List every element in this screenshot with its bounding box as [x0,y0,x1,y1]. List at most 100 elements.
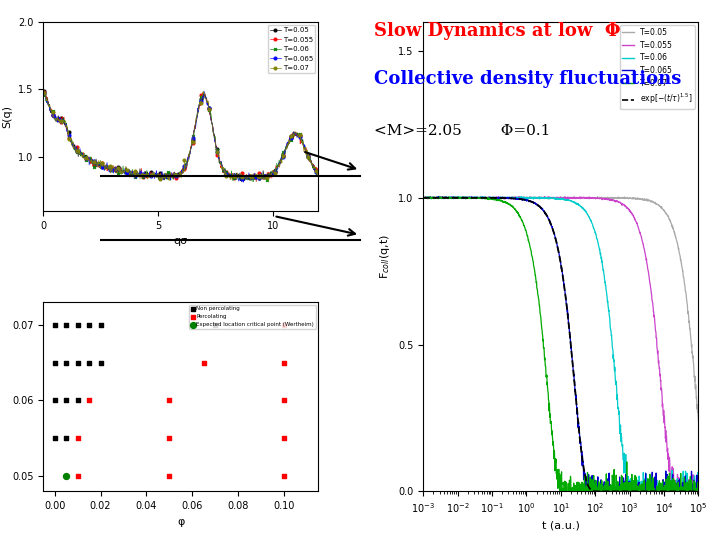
$\exp[-(t/\tau)^{1.5}]$ [608,488,616,495]
T=0.06 [164,173,173,180]
$\exp[-(t/\tau)^{1.5}]$ [419,194,428,201]
Legend: T=0.05, T=0.055, T=0.06, T=0.065, T=0.07: T=0.05, T=0.055, T=0.06, T=0.065, T=0.07 [268,25,315,73]
T=0.07 [419,194,428,200]
$\exp[-(t/\tau)^{1.5}]$ [447,194,456,201]
$\exp[-(t/\tau)^{1.5}]$ [639,488,647,495]
Non percolating [49,358,60,367]
T=0.05 [202,94,210,100]
Non percolating [95,358,107,367]
T=0.07 [639,510,648,516]
T=0.07 [223,172,232,178]
T=0.07 [40,89,49,96]
Line: T=0.065: T=0.065 [43,90,320,184]
Line: T=0.06: T=0.06 [423,197,698,510]
Non percolating [60,434,72,443]
T=0.06 [465,195,474,202]
Percolating [163,472,175,481]
Line: $\exp[-(t/\tau)^{1.5}]$: $\exp[-(t/\tau)^{1.5}]$ [423,198,698,491]
Line: T=0.05: T=0.05 [423,197,698,421]
T=0.065 [649,509,658,515]
Legend: Non percolating, Percolating, Expected location critical point (Wertheim): Non percolating, Percolating, Expected l… [189,305,315,329]
T=0.05 [247,175,256,181]
T=0.055 [539,194,547,201]
Text: Slow Dynamics at low  Φ: Slow Dynamics at low Φ [374,22,621,39]
T=0.05 [40,88,49,94]
T=0.065 [239,179,248,185]
T=0.065 [465,194,474,201]
T=0.05 [110,167,119,173]
T=0.05 [89,157,97,163]
T=0.065 [419,194,428,201]
T=0.06 [694,483,703,489]
Line: T=0.065: T=0.065 [423,197,698,512]
Non percolating [95,320,107,329]
T=0.055 [314,170,323,177]
Non percolating [60,396,72,405]
T=0.06 [248,178,257,185]
T=0.07 [110,166,119,173]
T=0.055 [456,195,464,201]
Percolating [279,434,290,443]
T=0.065 [539,206,547,212]
T=0.06 [89,157,98,163]
Non percolating [49,434,60,443]
Expected location critical point (Wertheim) [60,472,72,481]
X-axis label: φ: φ [177,517,184,526]
T=0.065 [570,373,578,379]
Percolating [84,396,95,405]
Line: T=0.05: T=0.05 [43,90,320,183]
T=0.06 [247,171,256,178]
Non percolating [72,396,84,405]
T=0.05 [455,194,464,201]
T=0.07 [694,490,703,497]
T=0.055 [691,504,700,510]
T=0.06 [40,87,49,94]
T=0.05 [570,195,578,201]
Percolating [198,358,210,367]
$\exp[-(t/\tau)^{1.5}]$ [634,488,642,495]
T=0.05 [223,173,232,179]
Percolating [279,396,290,405]
Percolating [72,434,84,443]
T=0.07 [564,490,572,497]
T=0.065 [314,172,323,178]
T=0.05 [694,417,703,424]
T=0.07 [456,195,464,201]
T=0.07 [539,333,547,339]
T=0.07 [202,97,211,103]
T=0.06 [539,194,547,201]
Percolating [72,472,84,481]
Non percolating [210,320,221,329]
Percolating [279,320,290,329]
T=0.06 [511,194,520,201]
T=0.065 [456,194,464,201]
Y-axis label: S(q): S(q) [3,105,12,128]
Y-axis label: F$_{coll}$(q,t): F$_{coll}$(q,t) [379,234,392,279]
Text: Collective density fluctuations: Collective density fluctuations [374,70,682,88]
Percolating [60,472,72,481]
T=0.055 [465,195,474,201]
Legend: T=0.05, T=0.055, T=0.06, T=0.065, T=0.07, $\exp[-(t/\tau)^{1.5}]$: T=0.05, T=0.055, T=0.06, T=0.065, T=0.07… [620,25,695,109]
Percolating [163,396,175,405]
T=0.07 [264,178,273,184]
T=0.055 [110,168,119,175]
$\exp[-(t/\tau)^{1.5}]$ [530,200,539,206]
T=0.07 [465,195,474,201]
T=0.055 [164,176,173,182]
T=0.065 [202,98,211,104]
T=0.06 [635,507,644,514]
T=0.065 [434,193,443,200]
T=0.055 [570,194,578,201]
Percolating [163,434,175,443]
T=0.065 [199,88,208,94]
Non percolating [84,320,95,329]
T=0.05 [238,179,246,185]
T=0.07 [435,194,444,200]
T=0.055 [454,193,462,200]
T=0.05 [314,168,323,174]
$\exp[-(t/\tau)^{1.5}]$ [636,488,645,495]
Percolating [279,358,290,367]
Line: T=0.06: T=0.06 [43,90,320,183]
T=0.06 [111,169,120,176]
T=0.05 [511,195,520,201]
